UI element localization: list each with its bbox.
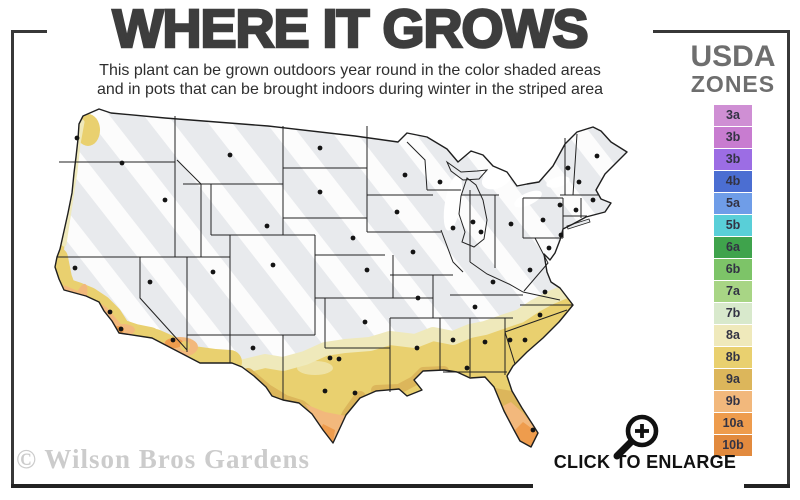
us-zone-map[interactable] (15, 100, 660, 490)
click-to-enlarge-button[interactable]: CLICK TO ENLARGE (553, 452, 737, 472)
long-island (566, 218, 591, 230)
zone-swatch-8a: 8a (714, 325, 752, 346)
zone-swatch-9a: 9a (714, 369, 752, 390)
legend-title-zones: ZONES (690, 71, 776, 97)
state-borders (57, 116, 598, 400)
usda-zones-legend: USDA ZONES 3a 3b 3b 4b 5a 5b 6a 6b 7a 7b 8a 8b 9a 9b 1… (685, 42, 781, 457)
subtitle-line-2: and in pots that can be brought indoors … (96, 81, 604, 98)
frame-bottom-left (11, 484, 533, 488)
subtitle-line-1: This plant can be grown outdoors year ro… (99, 62, 601, 79)
frame-bottom-right (744, 484, 790, 488)
zone-list: 3a 3b 3b 4b 5a 5b 6a 6b 7a 7b 8a 8b 9a 9b 10a 10b (685, 105, 781, 456)
watermark: © Wilson Bros Gardens (16, 444, 310, 474)
frame-right (787, 30, 790, 488)
magnifier-plus-icon[interactable] (604, 410, 666, 466)
zone-swatch-4b: 4b (714, 171, 752, 192)
michigan-shapes (445, 160, 489, 248)
frame-top-left (11, 30, 47, 33)
zone-swatch-3b: 3b (714, 127, 752, 148)
zone-swatch-6a: 6a (714, 237, 752, 258)
page-title: WHERE IT GROWS (111, 0, 590, 59)
great-lakes (443, 166, 570, 231)
zone-swatch-8b: 8b (714, 347, 752, 368)
frame-top-right (653, 30, 790, 33)
zone-swatch-10a: 10a (714, 413, 752, 434)
zone-swatch-9b: 9b (714, 391, 752, 412)
state-capital-dots (72, 135, 600, 433)
zone-swatch-7a: 7a (714, 281, 752, 302)
map-fill-layers (55, 109, 627, 447)
zone-swatch-6b: 6b (714, 259, 752, 280)
zone-swatch-5b: 5b (714, 215, 752, 236)
zone-swatch-3b: 3b (714, 149, 752, 170)
zone-swatch-7b: 7b (714, 303, 752, 324)
zone-swatch-10b: 10b (714, 435, 752, 456)
zone-swatch-3a: 3a (714, 105, 752, 126)
legend-title-usda: USDA (690, 40, 776, 73)
us-outline (54, 108, 628, 448)
page-subtitle: This plant can be grown outdoors year ro… (10, 61, 690, 99)
zone-swatch-5a: 5a (714, 193, 752, 214)
frame-left (11, 30, 14, 488)
